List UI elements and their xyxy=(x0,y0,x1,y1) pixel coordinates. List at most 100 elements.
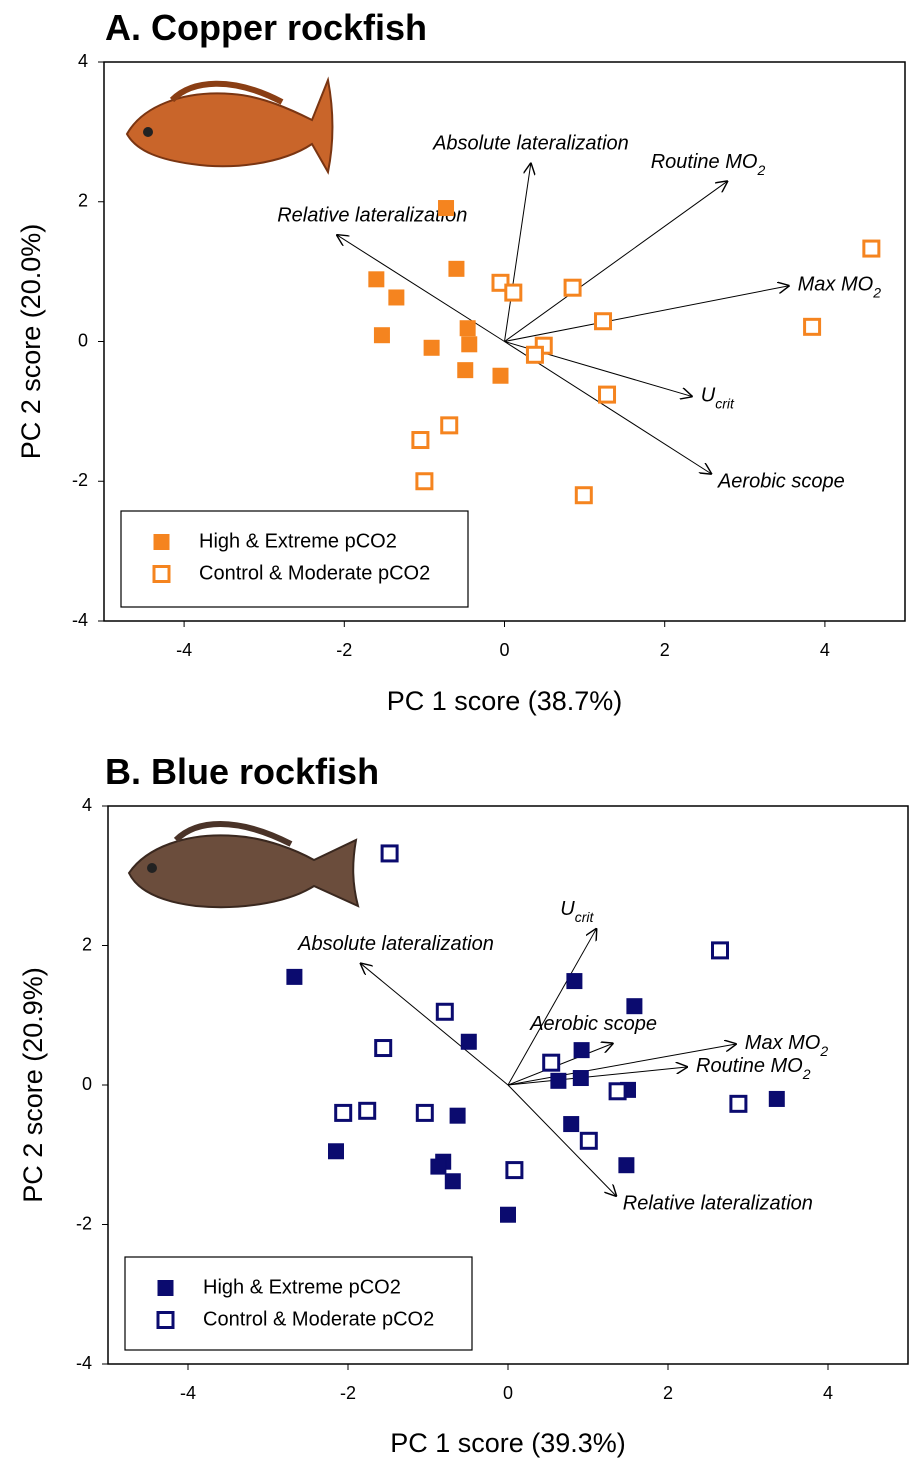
legend-label: Control & Moderate pCO2 xyxy=(199,562,430,584)
loading-label: Relative lateralization xyxy=(623,1193,813,1215)
data-point xyxy=(329,1144,344,1159)
loading-label-text: Aerobic scope xyxy=(717,471,845,493)
legend: High & Extreme pCO2 Control & Moderate pC… xyxy=(121,511,468,607)
x-tick-label: 2 xyxy=(660,640,670,660)
loading-label: Ucrit xyxy=(701,385,735,411)
legend-box xyxy=(121,511,468,607)
loading-label-text: U xyxy=(560,898,575,920)
legend: High & Extreme pCO2 Control & Moderate pC… xyxy=(125,1257,472,1350)
data-point xyxy=(610,1084,625,1099)
x-tick-label: 0 xyxy=(503,1383,513,1403)
legend-label: High & Extreme pCO2 xyxy=(203,1276,401,1298)
data-point xyxy=(731,1096,746,1111)
legend-marker xyxy=(158,1313,173,1328)
y-tick-label: -4 xyxy=(72,610,88,630)
data-point xyxy=(389,290,404,305)
x-tick-label: 4 xyxy=(823,1383,833,1403)
loading-label: Max MO2 xyxy=(798,274,882,300)
data-point xyxy=(501,1207,516,1222)
loading-label: Aerobic scope xyxy=(717,471,845,493)
fish-blue xyxy=(129,824,358,907)
data-point xyxy=(581,1133,596,1148)
data-point xyxy=(445,1174,460,1189)
y-tick-label: 2 xyxy=(78,191,88,211)
loading-label-text: Routine MO xyxy=(651,151,758,173)
legend-label: High & Extreme pCO2 xyxy=(199,530,397,552)
loading-label: Aerobic scope xyxy=(529,1013,657,1035)
data-point xyxy=(596,314,611,329)
loading-label-text: Absolute lateralization xyxy=(432,133,629,155)
y-tick-label: -2 xyxy=(72,470,88,490)
x-tick-label: 4 xyxy=(820,640,830,660)
loading-label: Absolute lateralization xyxy=(297,933,494,955)
chart-title: A. Copper rockfish xyxy=(105,7,427,48)
x-tick-label: -4 xyxy=(180,1383,196,1403)
loading-arrow xyxy=(505,181,728,342)
data-point xyxy=(449,261,464,276)
data-point xyxy=(567,974,582,989)
loading-label-sub: 2 xyxy=(872,284,881,300)
data-point xyxy=(507,1163,522,1178)
loading-arrow xyxy=(508,1067,688,1085)
loading-label-sub: 2 xyxy=(756,161,765,177)
data-point xyxy=(417,1105,432,1120)
x-tick-label: -4 xyxy=(176,640,192,660)
y-tick-label: -4 xyxy=(76,1353,92,1373)
data-point xyxy=(506,285,521,300)
y-tick-label: 4 xyxy=(78,51,88,71)
loading-label-sub: crit xyxy=(575,909,595,925)
data-point xyxy=(564,1117,579,1132)
data-point xyxy=(460,321,475,336)
y-tick-label: -2 xyxy=(76,1213,92,1233)
loading-arrow xyxy=(336,235,504,342)
data-point xyxy=(374,328,389,343)
data-point xyxy=(574,1043,589,1058)
x-tick-label: 0 xyxy=(499,640,509,660)
data-point xyxy=(565,280,580,295)
x-axis-label: PC 1 score (38.7%) xyxy=(387,686,623,716)
data-point xyxy=(458,363,473,378)
x-tick-label: -2 xyxy=(340,1383,356,1403)
loading-label-sub: 2 xyxy=(802,1066,811,1082)
loading-label-text: U xyxy=(701,385,716,407)
data-point xyxy=(461,1034,476,1049)
loading-arrow xyxy=(505,286,790,342)
data-point xyxy=(573,1071,588,1086)
loading-label-text: Absolute lateralization xyxy=(297,933,494,955)
data-point xyxy=(544,1055,559,1070)
legend-label: Control & Moderate pCO2 xyxy=(203,1308,434,1330)
data-point xyxy=(336,1105,351,1120)
chart-title: B. Blue rockfish xyxy=(105,751,379,792)
data-point xyxy=(713,943,728,958)
loading-arrow xyxy=(360,963,508,1085)
loading-label-text: Max MO xyxy=(745,1032,821,1054)
legend-box xyxy=(125,1257,472,1350)
fish-copper xyxy=(127,80,333,172)
data-point xyxy=(439,201,454,216)
data-point xyxy=(576,488,591,503)
loading-label-sub: 2 xyxy=(819,1043,828,1059)
data-point xyxy=(769,1091,784,1106)
y-tick-label: 0 xyxy=(78,330,88,350)
data-point xyxy=(424,340,439,355)
x-tick-label: 2 xyxy=(663,1383,673,1403)
loading-label-text: Aerobic scope xyxy=(529,1013,657,1035)
data-point xyxy=(360,1103,375,1118)
loading-label-text: Max MO xyxy=(798,274,874,296)
data-point xyxy=(376,1041,391,1056)
y-tick-label: 2 xyxy=(82,934,92,954)
data-point xyxy=(442,418,457,433)
data-point xyxy=(551,1073,566,1088)
data-point xyxy=(805,319,820,334)
loading-label: Routine MO2 xyxy=(651,151,766,177)
y-tick-label: 0 xyxy=(82,1074,92,1094)
data-point xyxy=(527,347,542,362)
data-point xyxy=(287,969,302,984)
data-point xyxy=(627,999,642,1014)
loading-label-sub: crit xyxy=(715,395,735,411)
data-point xyxy=(462,337,477,352)
loading-label: Routine MO2 xyxy=(696,1055,811,1081)
y-axis-label: PC 2 score (20.9%) xyxy=(18,967,48,1203)
x-axis-label: PC 1 score (39.3%) xyxy=(390,1428,626,1458)
data-point xyxy=(600,387,615,402)
